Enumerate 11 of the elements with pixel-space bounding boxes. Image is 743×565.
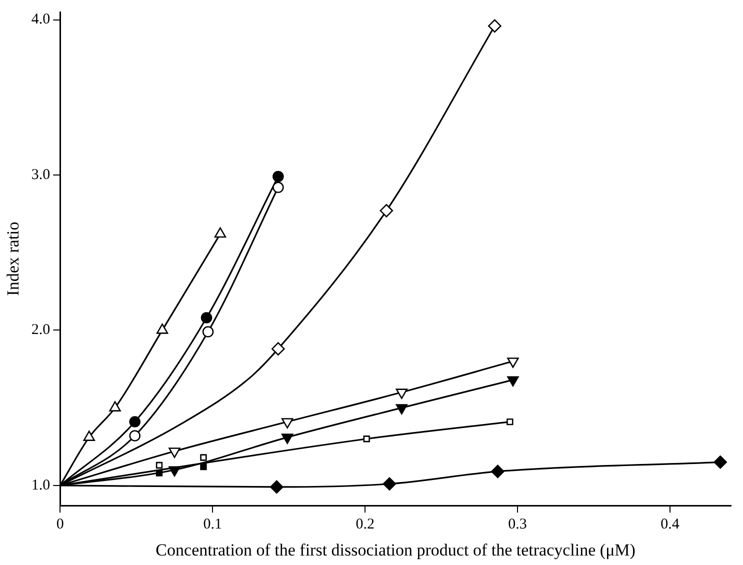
y-tick-label: 1.0 bbox=[31, 477, 50, 494]
x-tick-label: 0.2 bbox=[356, 516, 374, 533]
x-axis-title: Concentration of the first dissociation product of the tetracycline (μM) bbox=[156, 540, 636, 560]
y-axis-title: Index ratio bbox=[4, 222, 23, 296]
x-tick-label: 0.4 bbox=[660, 516, 680, 533]
y-tick-label: 4.0 bbox=[31, 12, 50, 28]
y-tick-label: 2.0 bbox=[31, 322, 50, 338]
x-tick-label: 0.3 bbox=[508, 516, 527, 533]
x-tick-label: 0 bbox=[56, 516, 64, 533]
x-tick-label: 0.1 bbox=[203, 516, 222, 533]
y-tick-label: 3.0 bbox=[31, 166, 50, 183]
